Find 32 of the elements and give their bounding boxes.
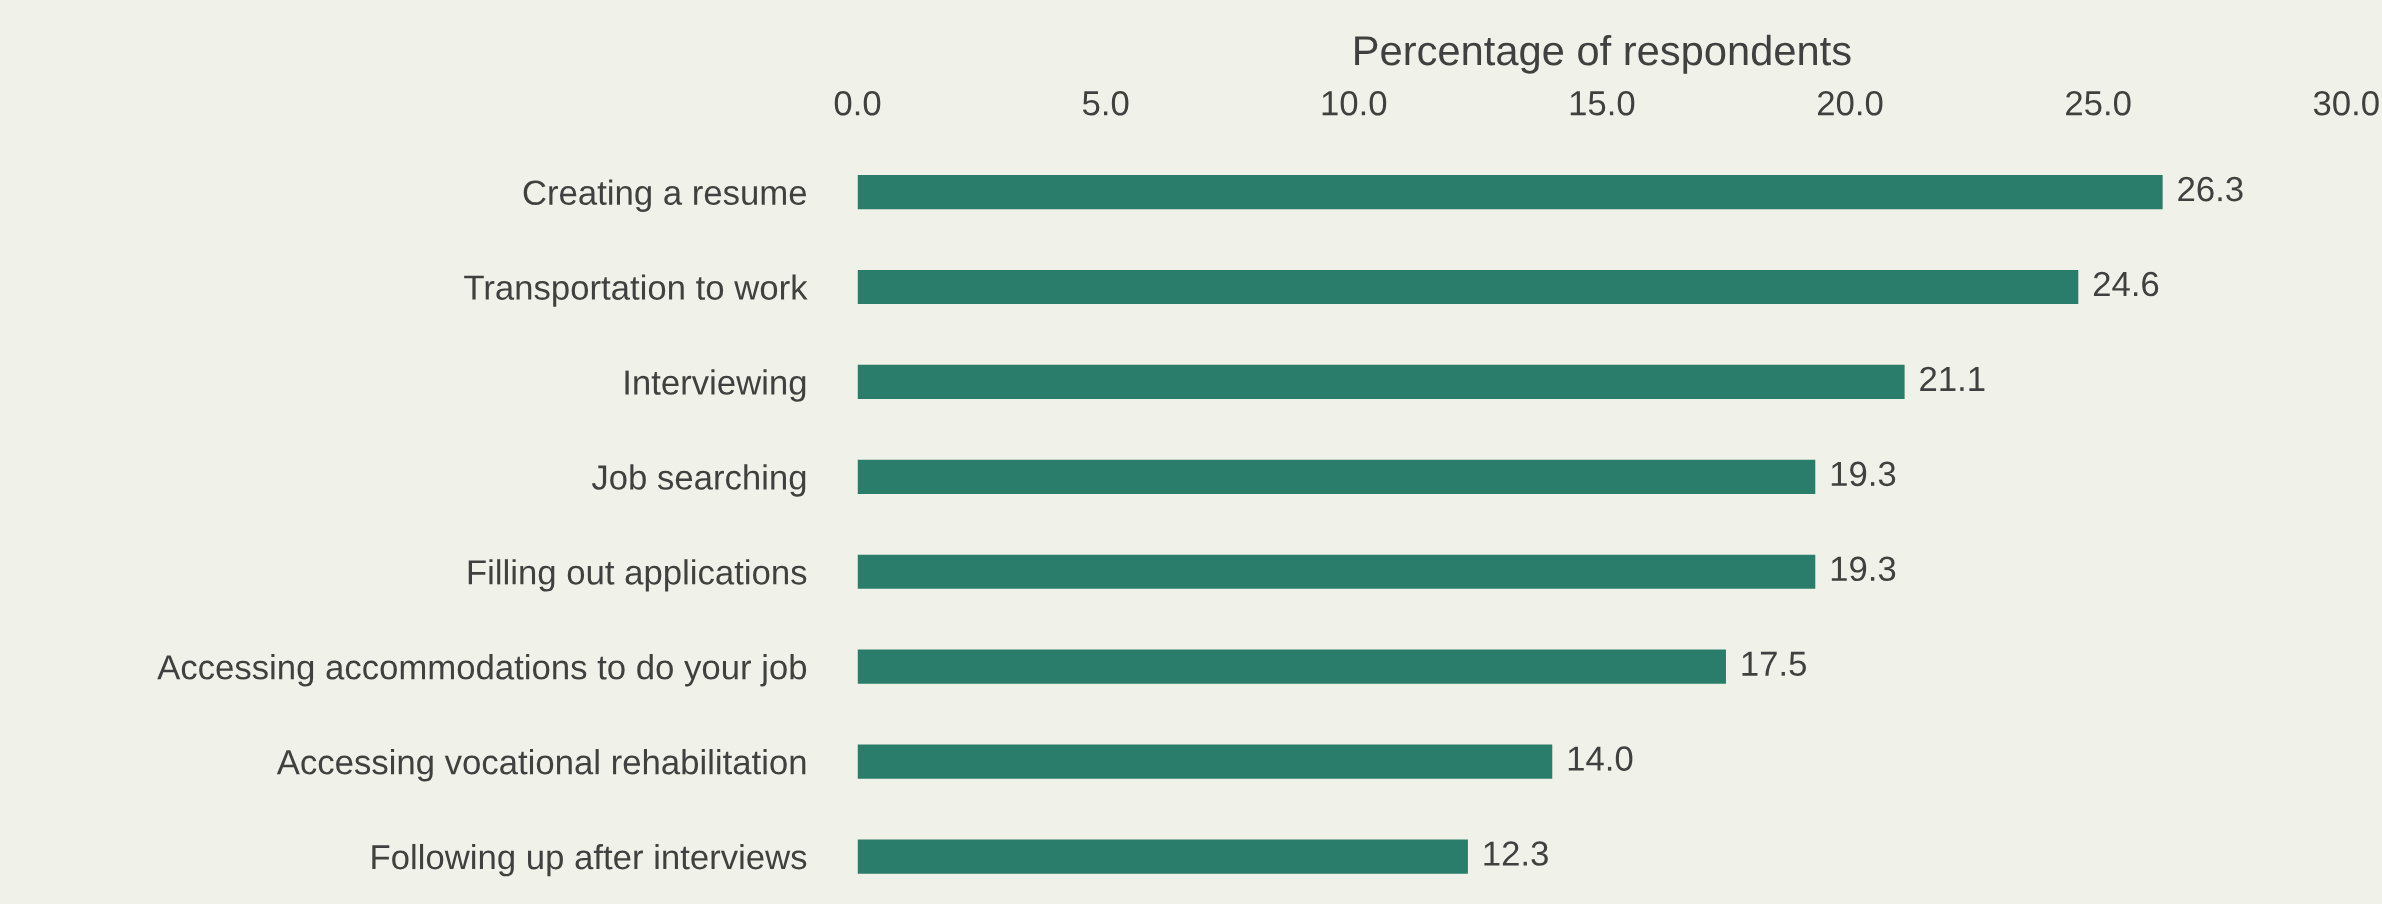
data-label: 14.0 [1568,746,1633,771]
y-tick-label: Transportation to work [464,274,808,307]
x-tick-label: 20.0 [1817,90,1883,116]
x-tick-label: 30.0 [2313,90,2379,116]
x-axis-title: Percentage of respondents [1355,34,1851,74]
x-tick-label: 0.0 [834,90,881,116]
bar [857,269,2079,305]
y-tick-label: Following up after interviews [372,843,807,877]
data-label: 26.3 [2178,176,2243,202]
bar [857,744,1553,779]
bar [857,459,1816,494]
bar [857,554,1816,589]
data-label: 24.6 [2093,271,2159,297]
data-label: 17.5 [1742,651,1806,677]
y-tick-label: Filling out applications [468,559,807,592]
y-tick-label: Accessing accommodations to do your job [157,654,807,687]
x-tick-label: 15.0 [1570,90,1635,116]
bar [857,839,1468,874]
x-tick-label: 25.0 [2066,90,2131,116]
bar [857,649,1726,684]
y-tick-label: Job searching [591,464,806,497]
data-label: 12.3 [1484,841,1548,866]
bar [857,175,2163,210]
y-tick-label: Creating a resume [523,179,806,212]
x-tick-label: 10.0 [1322,90,1387,116]
x-tick-label: 5.0 [1082,90,1129,116]
bar [857,364,1905,400]
data-label: 21.1 [1920,366,1985,391]
data-label: 19.3 [1831,556,1896,582]
data-label: 19.3 [1831,461,1896,487]
y-tick-label: Interviewing [625,369,806,402]
y-tick-label: Accessing vocational rehabilitation [276,749,806,782]
